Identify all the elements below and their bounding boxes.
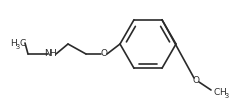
Text: H: H (49, 49, 55, 58)
Text: O: O (100, 49, 108, 58)
Text: N: N (44, 49, 51, 58)
Text: 3: 3 (15, 44, 20, 50)
Text: H: H (219, 88, 226, 97)
Text: 3: 3 (224, 92, 229, 98)
Text: C: C (19, 39, 25, 48)
Text: H: H (10, 39, 17, 48)
Text: O: O (193, 76, 199, 85)
Text: C: C (214, 88, 220, 97)
